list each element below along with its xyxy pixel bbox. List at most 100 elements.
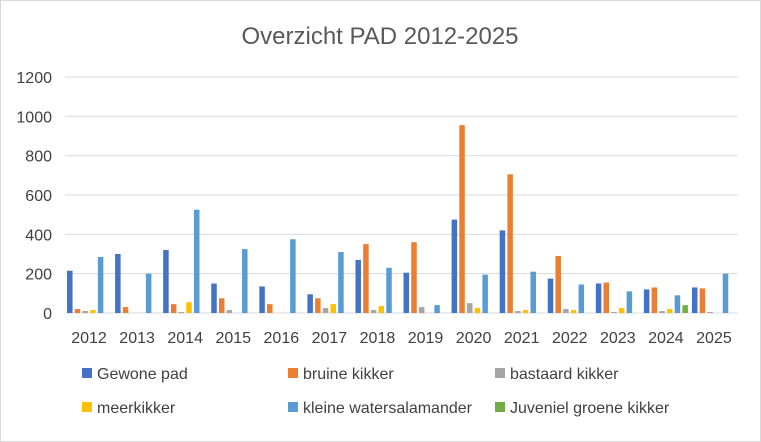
x-tick-label: 2022 — [552, 330, 588, 347]
bar — [499, 230, 506, 313]
bar — [699, 288, 706, 313]
bar — [611, 312, 617, 313]
legend-label: kleine watersalamander — [303, 400, 473, 417]
x-tick-label: 2013 — [119, 330, 155, 347]
y-tick-label: 400 — [25, 227, 52, 244]
chart-title: Overzicht PAD 2012-2025 — [241, 23, 518, 50]
bar — [659, 311, 665, 313]
x-tick-label: 2019 — [408, 330, 444, 347]
bar — [618, 308, 625, 313]
legend-item: Gewone pad — [82, 366, 188, 383]
x-tick-label: 2015 — [215, 330, 251, 347]
x-tick-label: 2023 — [600, 330, 636, 347]
bar — [411, 242, 417, 313]
bar — [193, 209, 200, 313]
bar — [522, 310, 529, 313]
bar — [307, 294, 313, 313]
x-tick-label: 2025 — [696, 330, 732, 347]
bar — [322, 308, 329, 313]
bar — [267, 304, 273, 313]
bar — [507, 174, 513, 313]
bar — [186, 302, 192, 313]
bars — [67, 125, 729, 313]
bar — [530, 271, 536, 313]
bar — [74, 309, 81, 313]
legend-swatch — [495, 402, 505, 412]
bar — [722, 273, 729, 313]
bar — [178, 312, 185, 313]
legend-label: bruine kikker — [303, 366, 394, 383]
bar — [563, 309, 569, 313]
bar — [242, 249, 248, 313]
bar — [434, 305, 440, 313]
x-tick-label: 2012 — [71, 330, 107, 347]
bar — [163, 250, 169, 313]
x-tick-label: 2024 — [648, 330, 684, 347]
legend-label: Gewone pad — [97, 366, 188, 383]
legend-label: meerkikker — [97, 400, 176, 417]
bar — [691, 287, 698, 313]
bar — [90, 310, 96, 313]
gridlines — [65, 76, 738, 314]
legend-item: Juveniel groene kikker — [495, 400, 670, 417]
y-tick-label: 600 — [25, 188, 52, 205]
x-tick-label: 2018 — [360, 330, 396, 347]
legend: Gewone pad bruine kikker bastaard kikker me… — [82, 366, 670, 417]
legend-swatch — [288, 368, 298, 378]
bar — [145, 273, 152, 313]
x-tick-label: 2021 — [504, 330, 540, 347]
bar — [330, 304, 336, 313]
bar — [170, 304, 177, 313]
x-axis-ticks: 2012 2013 2014 2015 2016 2017 2018 2019 2020 2021… — [71, 330, 732, 347]
legend-label: bastaard kikker — [510, 366, 619, 383]
bar — [290, 239, 296, 313]
bar — [315, 298, 321, 313]
bar — [226, 310, 233, 313]
y-tick-label: 1000 — [16, 109, 52, 126]
bar — [578, 284, 585, 313]
bar — [418, 307, 425, 313]
legend-swatch — [495, 368, 505, 378]
legend-item: bruine kikker — [288, 366, 394, 383]
bar — [570, 310, 577, 313]
bar — [674, 295, 681, 313]
x-tick-label: 2020 — [456, 330, 492, 347]
legend-label: Juveniel groene kikker — [510, 400, 670, 417]
bar — [122, 307, 129, 313]
bar — [595, 283, 602, 313]
legend-item: kleine watersalamander — [288, 400, 473, 417]
bar — [643, 289, 650, 313]
bar — [338, 252, 344, 313]
x-tick-label: 2014 — [167, 330, 203, 347]
bar — [603, 282, 610, 313]
bar — [651, 287, 658, 313]
y-tick-label: 1200 — [16, 70, 52, 87]
bar — [555, 255, 561, 313]
legend-swatch — [288, 402, 298, 412]
bar — [482, 274, 488, 313]
bar — [666, 309, 673, 313]
x-tick-label: 2016 — [264, 330, 300, 347]
bar — [67, 270, 73, 313]
bar — [451, 219, 458, 313]
bar — [218, 298, 225, 313]
bar — [82, 311, 88, 313]
bar — [259, 286, 265, 313]
bar — [707, 312, 713, 313]
bar — [459, 125, 465, 313]
bar — [97, 256, 104, 313]
bar — [403, 272, 410, 313]
bar — [363, 244, 369, 313]
legend-swatch — [82, 368, 92, 378]
legend-swatch — [82, 402, 92, 412]
bar — [547, 278, 554, 313]
y-tick-label: 0 — [43, 306, 52, 323]
bar — [211, 283, 217, 313]
bar — [467, 303, 473, 313]
bar — [370, 310, 377, 313]
bar — [626, 291, 633, 313]
bar — [682, 305, 688, 313]
legend-item: bastaard kikker — [495, 366, 619, 383]
y-tick-label: 200 — [25, 267, 52, 284]
